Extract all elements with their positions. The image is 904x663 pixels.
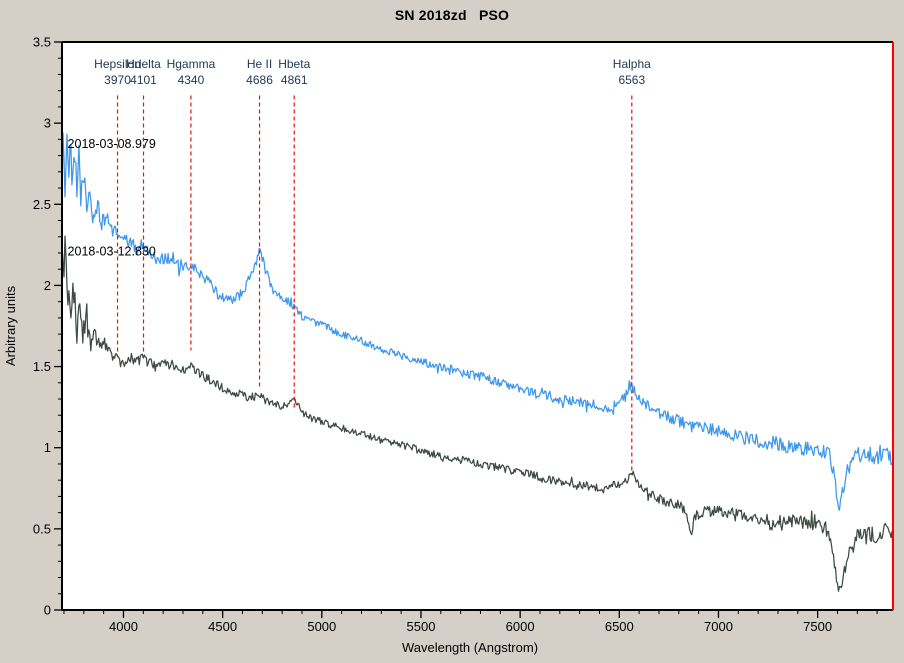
x-tick-label: 7500: [803, 619, 832, 634]
x-tick-label: 4500: [208, 619, 237, 634]
marker-wavelength-hgamma: 4340: [178, 73, 205, 87]
marker-name-hdelta: Hdelta: [126, 57, 161, 71]
y-tick-label: 0.5: [33, 521, 51, 536]
date-annotation-1: 2018-03-08.979: [68, 137, 156, 151]
marker-name-hbeta: Hbeta: [278, 57, 310, 71]
chart-title: SN 2018zd PSO: [394, 7, 510, 23]
y-tick-label: 2.5: [33, 197, 51, 212]
y-tick-label: 1: [44, 440, 51, 455]
x-tick-label: 7000: [704, 619, 733, 634]
y-tick-label: 3.5: [33, 35, 51, 50]
y-tick-label: 3: [44, 116, 51, 131]
y-tick-label: 2: [44, 278, 51, 293]
marker-name-hgamma: Hgamma: [167, 57, 216, 71]
y-tick-label: 1.5: [33, 359, 51, 374]
marker-name-halpha: Halpha: [613, 57, 651, 71]
y-tick-label: 0: [44, 603, 51, 618]
marker-wavelength-halpha: 6563: [618, 73, 645, 87]
marker-wavelength-hdelta: 4101: [130, 73, 157, 87]
marker-name-heii: He II: [247, 57, 272, 71]
marker-wavelength-hepsilon: 3970: [104, 73, 131, 87]
x-tick-label: 4000: [109, 619, 138, 634]
x-tick-label: 5500: [407, 619, 436, 634]
spectrum-curve-upper: [61, 132, 894, 511]
x-axis-title: Wavelength (Angstrom): [402, 640, 538, 655]
spectrum-curve-lower: [61, 235, 894, 592]
x-tick-label: 6500: [605, 619, 634, 634]
marker-name-hepsilon: Hepsilon: [94, 57, 141, 71]
x-tick-label: 5000: [307, 619, 336, 634]
y-axis-title: Arbitrary units: [3, 285, 18, 366]
x-tick-label: 6000: [506, 619, 535, 634]
marker-wavelength-hbeta: 4861: [281, 73, 308, 87]
marker-wavelength-heii: 4686: [246, 73, 273, 87]
date-annotation-2: 2018-03-12.830: [68, 244, 156, 258]
